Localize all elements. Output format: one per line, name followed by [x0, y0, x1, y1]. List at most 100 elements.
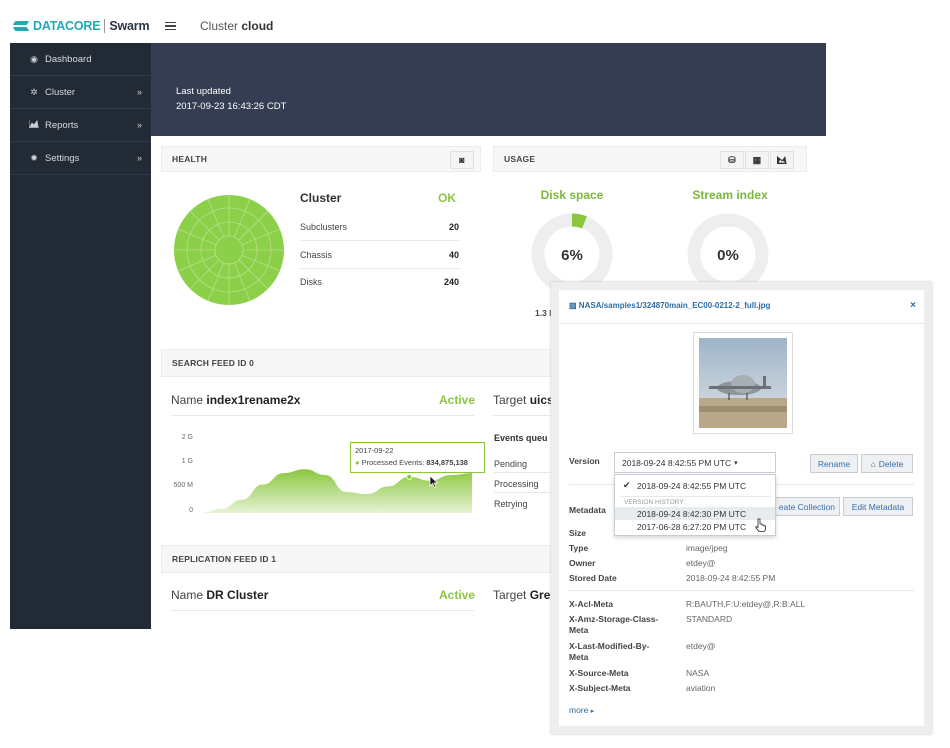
status-banner: Last updated 2017-09-23 16:43:26 CDT — [151, 43, 826, 136]
row-divider — [171, 610, 474, 611]
hard-drive-icon[interactable]: ⛁ — [720, 151, 744, 169]
object-thumbnail — [693, 332, 793, 434]
hover-point — [406, 473, 413, 480]
sidebar-item-label: Settings — [45, 152, 80, 164]
version-option-label: 2017-06-28 6:27:20 PM UTC — [637, 521, 747, 532]
version-select[interactable]: 2018-09-24 8:42:55 PM UTC ▾ — [614, 452, 776, 473]
checkmark-icon: ✔ — [623, 480, 631, 490]
series-dot-icon: ● — [355, 458, 360, 467]
row-divider — [171, 415, 474, 416]
sidebar-item-reports[interactable]: Reports » — [10, 109, 151, 142]
queue-retrying: Retrying — [494, 499, 528, 509]
feed-name-value: DR Cluster — [206, 588, 269, 602]
row-divider — [300, 268, 460, 269]
sidebar-item-label: Cluster — [45, 86, 76, 98]
sidebar-item-label: Reports — [45, 119, 79, 131]
sidebar-item-settings[interactable]: ✹ Settings » — [10, 142, 151, 175]
area-chart-icon — [28, 120, 39, 130]
tooltip-label: Processed Events: — [361, 458, 425, 467]
chevron-right-icon: » — [136, 153, 142, 163]
sidebar-item-cluster[interactable]: ✲ Cluster » — [10, 76, 151, 109]
version-option[interactable]: 2017-06-28 6:27:20 PM UTC — [615, 520, 775, 533]
metadata-label: Metadata — [569, 505, 606, 515]
last-updated-label: Last updated — [176, 86, 231, 97]
sidebar-item-label: Dashboard — [45, 53, 92, 65]
health-title: HEALTH — [172, 154, 208, 164]
sidebar-item-dashboard[interactable]: ◉ Dashboard — [10, 43, 151, 76]
usage-title: USAGE — [504, 154, 536, 164]
version-option-label: 2018-09-24 8:42:30 PM UTC — [637, 508, 747, 519]
rename-button[interactable]: Rename — [810, 454, 858, 473]
queue-pending: Pending — [494, 459, 528, 469]
subclusters-label: Subclusters — [300, 222, 348, 232]
x-last-modified-by-label-2: Meta — [569, 652, 589, 662]
row-divider — [569, 590, 914, 591]
search-feed-header: SEARCH FEED ID 0 — [161, 349, 561, 377]
close-icon[interactable]: × — [910, 300, 916, 311]
caret-right-icon: ▸ — [590, 708, 595, 715]
cluster-name: cloud — [241, 19, 274, 33]
search-feed-title: SEARCH FEED ID 0 — [172, 358, 255, 368]
size-label: Size — [569, 528, 587, 538]
search-feed-target: Target uics — [493, 393, 554, 407]
object-details-panel: ▨ NASA/samples1/324870main_EC00-0212-2_f… — [551, 282, 932, 734]
stream-index-value: 0% — [717, 247, 739, 264]
cog-icon: ✹ — [30, 152, 38, 163]
stream-index-title: Stream index — [692, 188, 768, 202]
y-tick-label: 500 M — [173, 482, 193, 489]
brand-logo[interactable]: DATACORE Swarm — [10, 9, 151, 43]
object-path[interactable]: ▨ NASA/samples1/324870main_EC00-0212-2_f… — [569, 301, 770, 310]
disks-label: Disks — [300, 277, 322, 287]
x-source-meta-value: NASA — [686, 668, 710, 678]
x-subject-meta-value: aviation — [686, 683, 716, 693]
replication-feed-target: Target Gree — [493, 588, 557, 602]
sidebar-nav: ◉ Dashboard ✲ Cluster » Reports » ✹ Sett… — [10, 43, 151, 175]
object-path-text: NASA/samples1/324870main_EC00-0212-2_ful… — [578, 301, 771, 310]
mouse-pointer-icon — [429, 475, 439, 488]
owner-label: Owner — [569, 558, 596, 568]
x-source-meta-label: X-Source-Meta — [569, 668, 629, 678]
camera-icon[interactable]: ◙ — [450, 151, 474, 169]
hand-pointer-icon — [755, 518, 766, 532]
cluster-status: OK — [438, 191, 456, 205]
queue-processing: Processing — [494, 479, 539, 489]
area-chart-icon[interactable] — [770, 151, 794, 169]
health-sunburst — [174, 195, 284, 305]
tooltip-date: 2017-09-22 — [355, 446, 394, 455]
delete-button[interactable]: ⌂ Delete — [861, 454, 913, 473]
bank-icon: ⌂ — [870, 458, 876, 469]
feed-name-value: index1rename2x — [206, 393, 301, 407]
target-value: uics — [529, 393, 554, 407]
x-amz-storage-class-label-2: Meta — [569, 625, 589, 635]
version-option[interactable]: 2018-09-24 8:42:30 PM UTC — [615, 507, 775, 520]
row-divider — [494, 492, 561, 493]
name-label: Name — [171, 393, 204, 407]
version-selected-value: 2018-09-24 8:42:55 PM UTC — [622, 457, 732, 468]
x-subject-meta-label: X-Subject-Meta — [569, 683, 631, 693]
version-option-current[interactable]: ✔ 2018-09-24 8:42:55 PM UTC — [615, 479, 775, 492]
x-acl-meta-value: R:BAUTH,F:U:etdey@,R:B:ALL — [686, 599, 806, 609]
target-label: Target — [493, 588, 527, 602]
edit-metadata-button[interactable]: Edit Metadata — [843, 497, 913, 516]
x-last-modified-by-value: etdey@ — [686, 641, 716, 651]
version-history-header: VERSION HISTORY — [624, 499, 684, 506]
chevron-right-icon: » — [136, 87, 142, 97]
x-acl-meta-label: X-Acl-Meta — [569, 599, 613, 609]
chevron-right-icon: » — [136, 120, 142, 130]
processed-events-chart — [200, 469, 472, 513]
row-divider — [493, 415, 561, 416]
airplane-photo — [699, 338, 787, 428]
y-tick-label: 2 G — [181, 434, 193, 441]
last-updated-timestamp: 2017-09-23 16:43:26 CDT — [176, 101, 287, 112]
menu-icon[interactable] — [165, 20, 176, 33]
cluster-label: Cluster — [300, 191, 342, 205]
image-file-icon: ▨ — [569, 301, 577, 310]
y-tick-label: 0 — [189, 507, 193, 514]
grid-icon[interactable]: ▦ — [745, 151, 769, 169]
more-link[interactable]: more ▸ — [569, 705, 594, 715]
row-divider — [494, 472, 561, 473]
disk-space-subtext: 1.3 I — [535, 308, 552, 318]
chart-tooltip: 2017-09-22 ● Processed Events: 834,875,1… — [350, 442, 485, 473]
chassis-label: Chassis — [300, 250, 333, 260]
x-amz-storage-class-value: STANDARD — [686, 614, 733, 624]
